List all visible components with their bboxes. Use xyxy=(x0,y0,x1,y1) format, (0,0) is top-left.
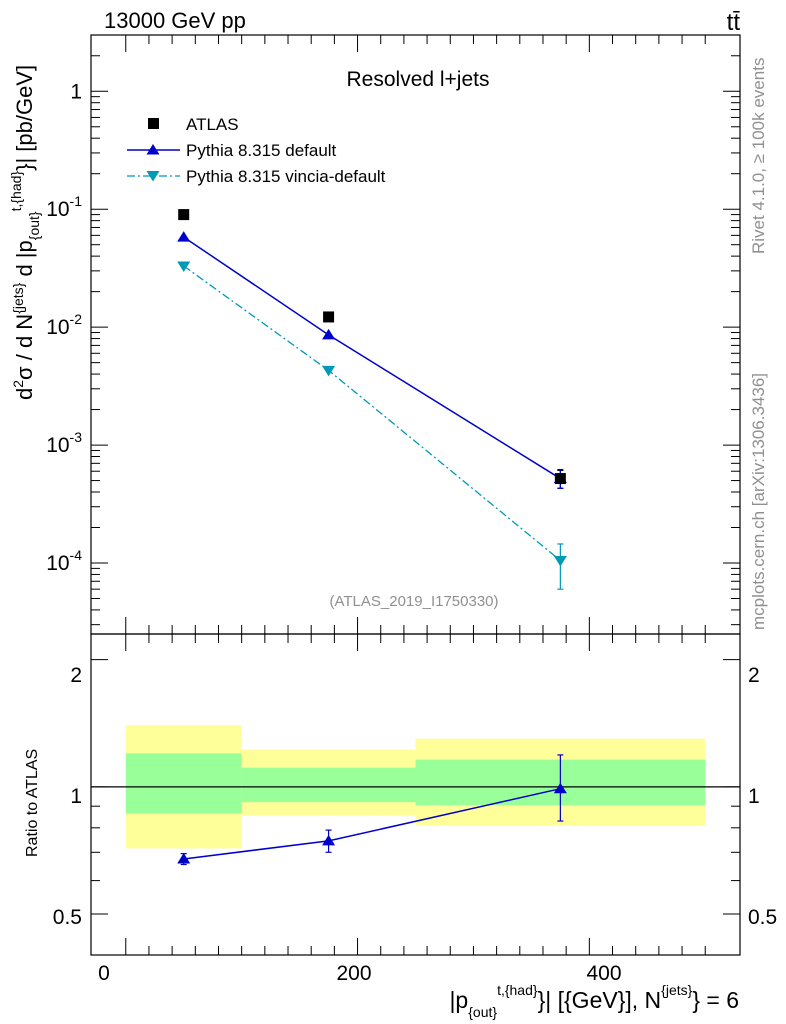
xtick-label-200: 200 xyxy=(336,962,371,985)
xtick-label-400: 400 xyxy=(586,962,621,985)
main-ytick-label: 10-1 xyxy=(46,193,82,221)
main-x-ticks xyxy=(125,35,706,634)
main-ytick-label: 10-4 xyxy=(46,547,82,575)
data-point-square xyxy=(323,311,335,323)
header-process-label: tt̄ xyxy=(727,9,741,36)
ratio-ytick-label-1-left: 1 xyxy=(70,785,82,808)
main-panel: 10-4 10-3 10-2 10-1 1 Resolved l+jets (ATLAS… xyxy=(8,34,741,635)
series-line-vincia xyxy=(183,265,561,562)
legend: ATLAS Pythia 8.315 default Pythia 8.315 … xyxy=(127,115,386,186)
ratio-ytick-label-0.5-left: 0.5 xyxy=(53,906,82,929)
analysis-tag: (ATLAS_2019_I1750330) xyxy=(329,593,498,610)
rivet-version-label: Rivet 4.1.0, ≥ 100k events xyxy=(749,58,768,254)
legend-marker-pythia-default xyxy=(146,144,160,155)
legend-marker-atlas xyxy=(148,118,159,129)
main-y-tick-labels: 10-4 10-3 10-2 10-1 1 xyxy=(46,80,82,575)
main-error-bars xyxy=(557,468,564,590)
ratio-ytick-label-1-right: 1 xyxy=(748,785,760,808)
uncertainty-band-inner xyxy=(241,767,416,803)
plot-title: Resolved l+jets xyxy=(347,68,490,91)
ratio-plot-frame xyxy=(90,633,741,956)
main-ytick-label: 1 xyxy=(70,80,82,103)
data-point-triangle-down xyxy=(322,365,336,377)
legend-marker-vincia xyxy=(146,171,160,182)
legend-label-pythia-default: Pythia 8.315 default xyxy=(186,141,337,160)
legend-label-vincia: Pythia 8.315 vincia-default xyxy=(186,167,386,186)
ratio-y-axis-label: Ratio to ATLAS xyxy=(24,749,41,857)
ratio-panel: Ratio to ATLAS 0.5 1 2 0.5 1 2 0 200 400… xyxy=(24,633,777,1020)
ratio-markers xyxy=(177,782,567,864)
mcplots-reference-label: mcplots.cern.ch [arXiv:1306.3436] xyxy=(749,373,768,630)
legend-label-atlas: ATLAS xyxy=(186,115,239,134)
xtick-label-0: 0 xyxy=(98,962,110,985)
data-point-square xyxy=(178,209,190,221)
main-ytick-label: 10-3 xyxy=(46,429,82,457)
main-y-ticks xyxy=(91,34,740,626)
data-point-triangle-up xyxy=(177,231,191,242)
data-point-triangle-down xyxy=(177,261,191,272)
ratio-point-triangle-up xyxy=(177,852,191,864)
ratio-ytick-label-2-right: 2 xyxy=(748,664,760,687)
header-energy-label: 13000 GeV pp xyxy=(104,8,246,33)
data-point-triangle-up xyxy=(322,328,336,340)
ratio-ytick-label-2-left: 2 xyxy=(70,664,82,687)
ratio-point-triangle-up xyxy=(322,834,336,846)
main-ytick-label: 10-2 xyxy=(46,311,82,339)
uncertainty-band-inner xyxy=(125,753,242,814)
data-point-square xyxy=(554,473,566,485)
main-y-axis-label: d2σ / d N{jets} d |p{out}t,{had}}| [pb/G… xyxy=(8,65,42,400)
ratio-x-ticks xyxy=(125,634,706,955)
main-markers xyxy=(177,209,567,567)
x-axis-label: |p{out}t,{had}}| [{GeV}], N{jets}} = 6 xyxy=(449,982,739,1020)
ratio-point-triangle-up xyxy=(553,782,567,794)
data-point-triangle-down xyxy=(553,555,567,567)
ratio-ytick-label-0.5-right: 0.5 xyxy=(748,906,777,929)
series-line-pythia-default xyxy=(183,236,561,480)
